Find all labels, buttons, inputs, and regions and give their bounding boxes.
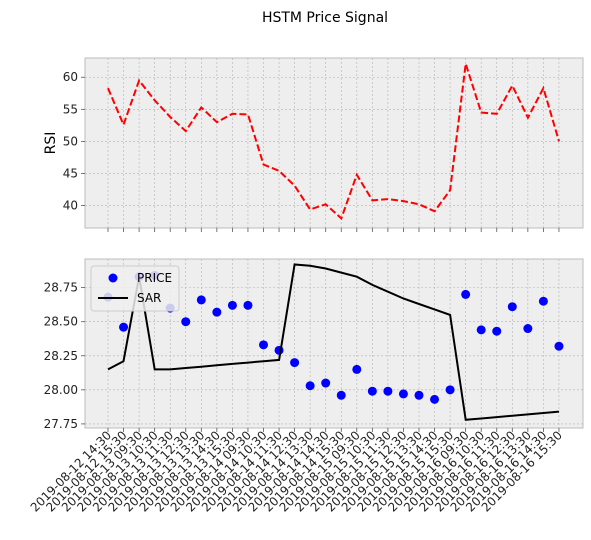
price-point xyxy=(181,317,191,327)
price-point xyxy=(259,340,268,350)
price-point xyxy=(398,389,408,399)
y-axis-label: RSI xyxy=(43,132,59,155)
price-point xyxy=(492,326,502,336)
price-point xyxy=(321,378,331,388)
y-tick-label: 28.00 xyxy=(44,383,78,397)
legend: PRICE SAR xyxy=(90,265,180,312)
plot-area xyxy=(84,57,584,229)
legend-label: PRICE xyxy=(137,271,172,285)
y-tick-label: 55 xyxy=(63,102,78,116)
price-point xyxy=(196,295,206,305)
y-tick-label: 45 xyxy=(63,166,78,180)
price-point xyxy=(554,341,564,351)
rsi-line xyxy=(107,63,560,221)
price-point xyxy=(119,322,129,332)
price-point xyxy=(212,307,222,317)
y-tick-label: 28.50 xyxy=(44,315,78,329)
price-point xyxy=(523,324,533,334)
y-tick-label: 27.75 xyxy=(44,417,78,431)
price-point xyxy=(430,394,440,404)
price-point xyxy=(305,381,315,391)
y-tick-label: 60 xyxy=(63,70,78,84)
y-tick-label: 28.75 xyxy=(44,281,78,295)
price-point xyxy=(336,390,346,400)
price-point xyxy=(227,300,237,310)
price-point xyxy=(243,300,253,310)
price-point xyxy=(476,325,486,335)
price-point xyxy=(290,358,300,368)
y-tick-label: 50 xyxy=(63,134,78,148)
price-point xyxy=(383,386,393,396)
price-sar-panel: 27.7528.0028.2528.5028.75PRICESAR2019-08… xyxy=(28,258,584,515)
price-point xyxy=(461,289,471,299)
price-point xyxy=(507,302,517,312)
y-tick-label: 28.25 xyxy=(44,349,78,363)
rsi-panel: 40 45 50 55 60 RSI xyxy=(43,57,584,232)
legend-marker-price xyxy=(108,273,118,283)
price-point xyxy=(352,364,362,374)
price-point xyxy=(367,386,377,396)
legend-label: SAR xyxy=(137,291,161,305)
chart-title: HSTM Price Signal xyxy=(262,10,388,26)
price-point xyxy=(445,385,455,395)
price-point xyxy=(538,296,548,306)
price-point xyxy=(274,345,284,355)
sar-line xyxy=(107,263,560,421)
y-tick-label: 40 xyxy=(63,199,78,213)
price-point xyxy=(414,390,424,400)
